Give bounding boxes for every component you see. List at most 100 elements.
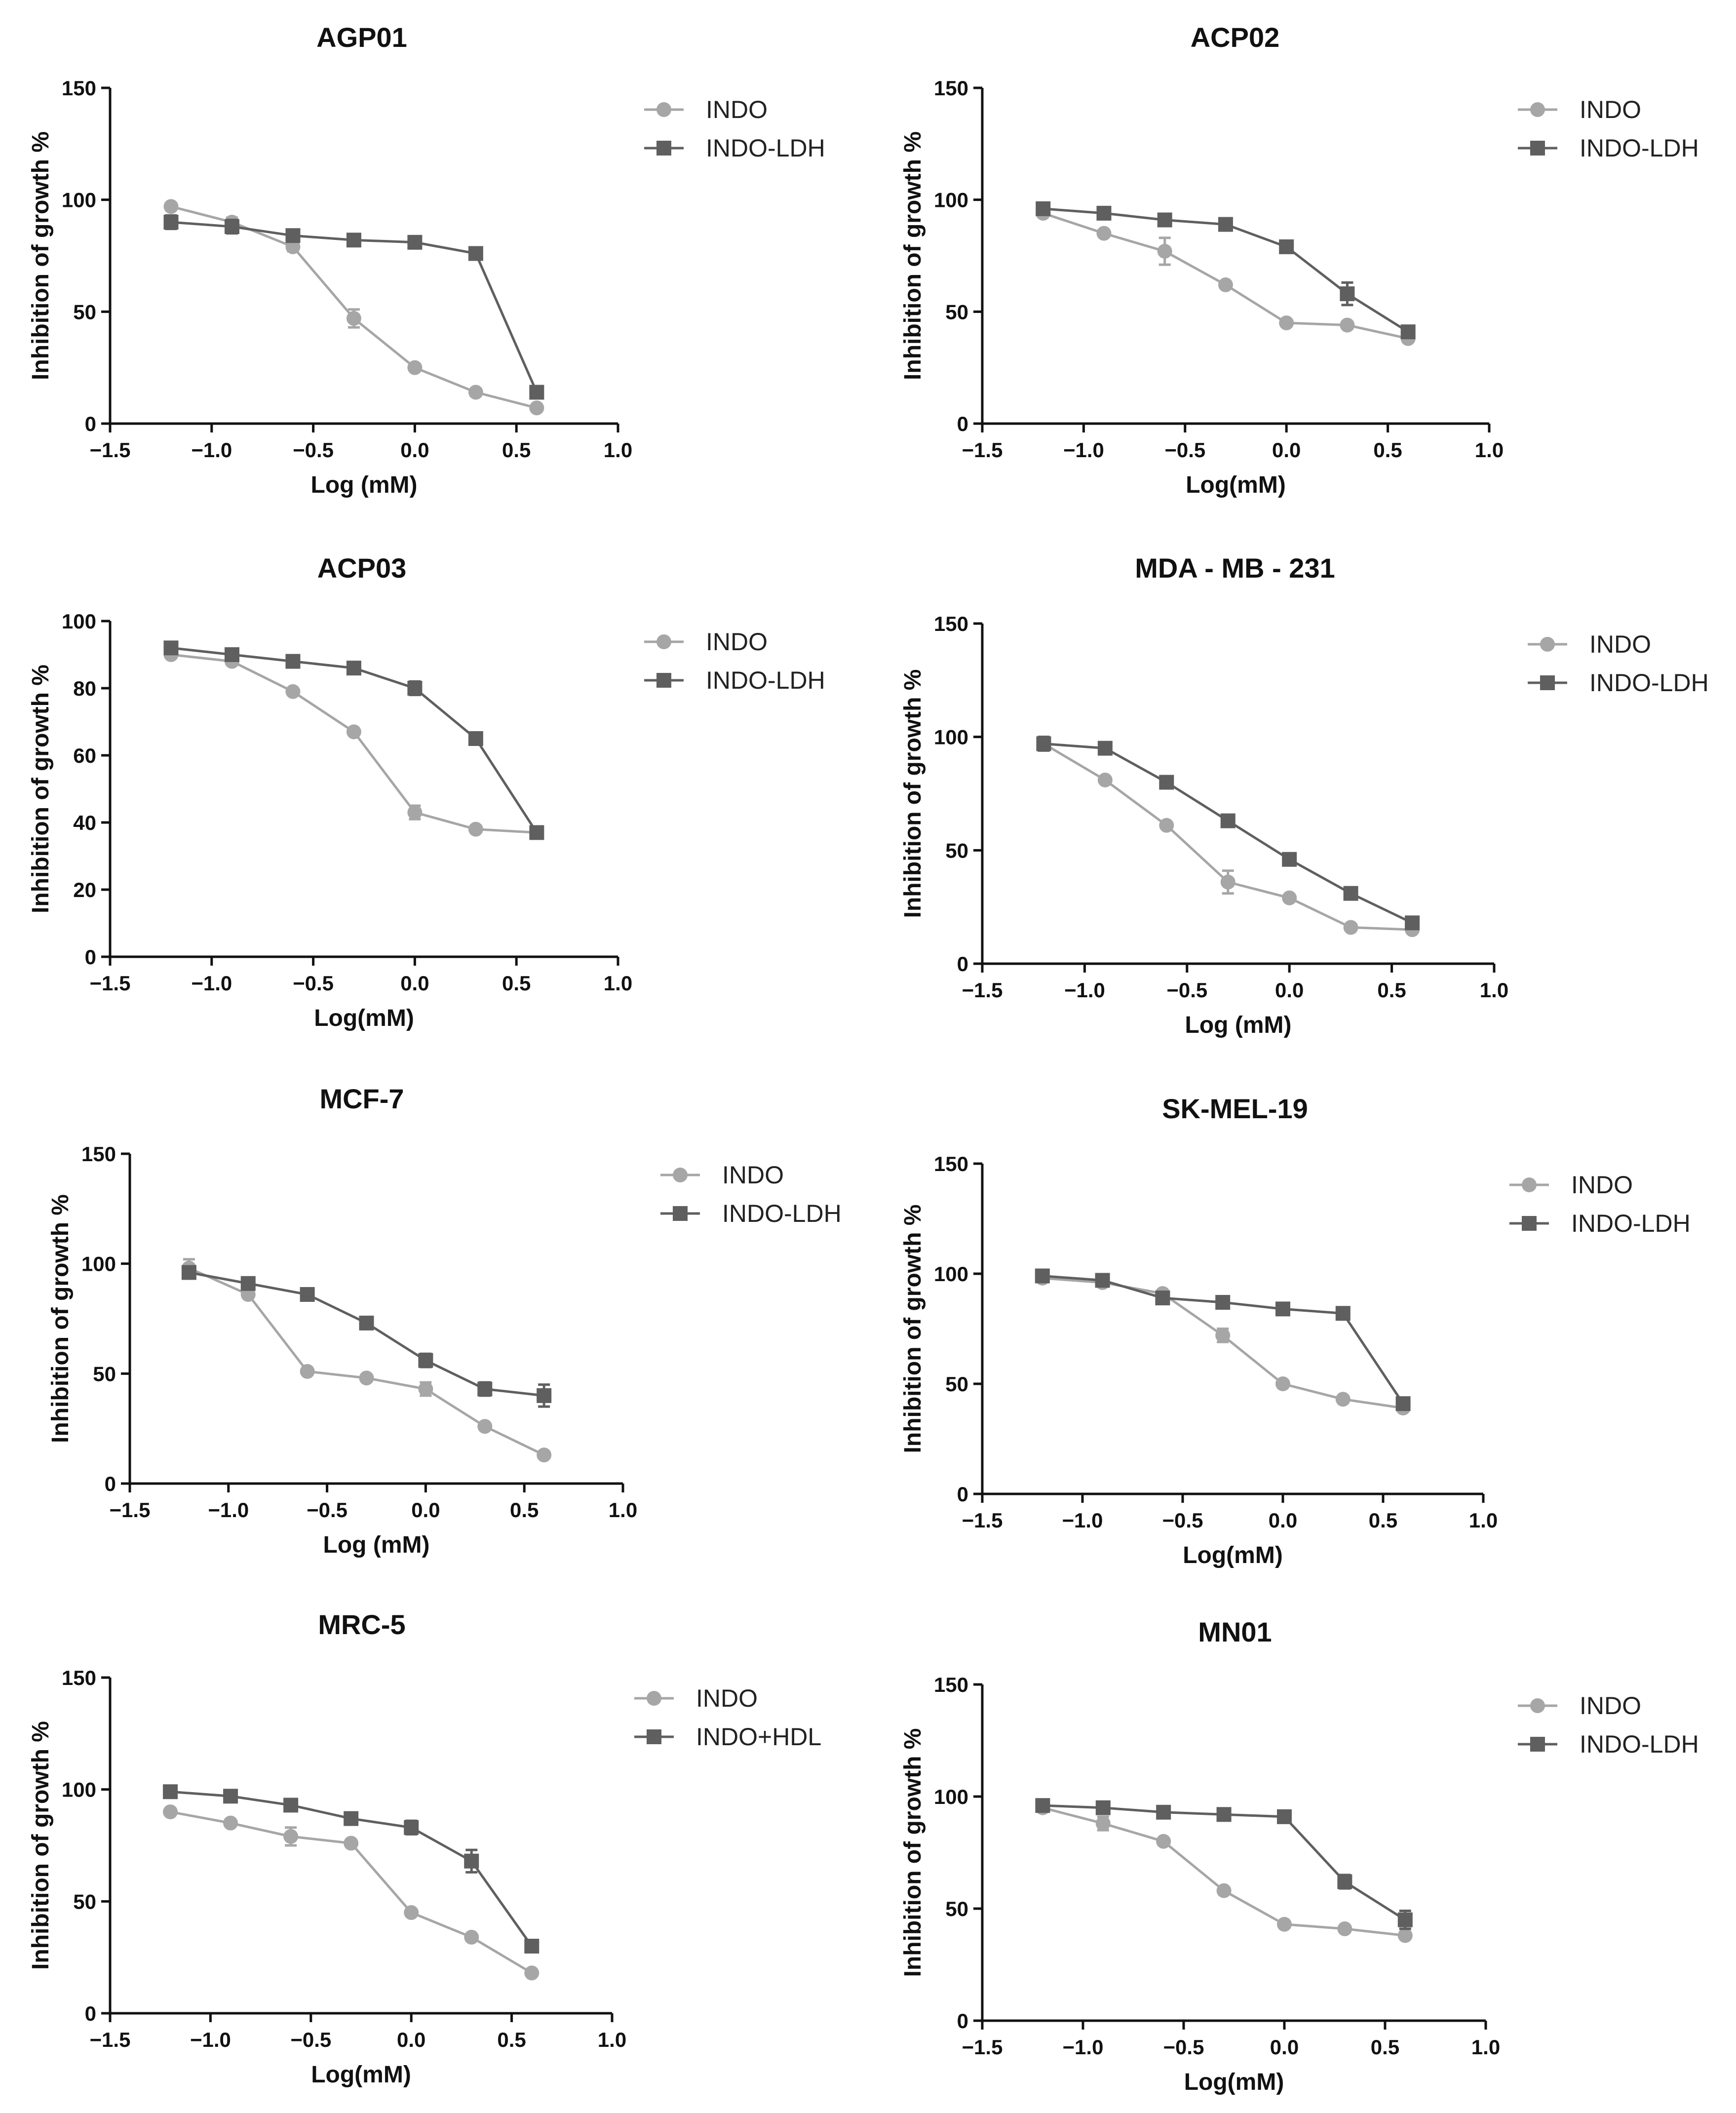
data-point xyxy=(537,1388,552,1403)
legend-marker xyxy=(1522,1216,1537,1231)
data-point xyxy=(1095,1273,1110,1288)
data-point xyxy=(163,215,179,230)
data-point xyxy=(1277,1809,1292,1824)
x-tick-label: −1.0 xyxy=(1064,978,1105,1002)
data-point xyxy=(1397,1912,1413,1927)
legend-label: INDO xyxy=(696,1684,758,1712)
data-point xyxy=(537,1448,552,1463)
legend-label: INDO xyxy=(1589,630,1651,658)
y-tick-label: 0 xyxy=(105,1472,116,1495)
y-tick-label: 150 xyxy=(934,1673,968,1696)
legend: INDO INDO-LDH xyxy=(1509,1171,1691,1237)
legend-label: INDO-LDH xyxy=(1580,1730,1699,1758)
legend-marker xyxy=(656,102,671,117)
x-axis-title: Log(mM) xyxy=(1184,2069,1284,2095)
data-point xyxy=(1157,243,1172,259)
legend-marker xyxy=(673,1206,688,1221)
x-tick-label: −1.0 xyxy=(191,438,232,462)
legend-marker xyxy=(656,141,671,156)
x-tick-label: −0.5 xyxy=(1163,2035,1204,2059)
y-axis-title: Inhibition of growth % xyxy=(900,131,926,380)
data-point xyxy=(1400,324,1416,340)
x-axis-title: Log (mM) xyxy=(1185,1012,1292,1038)
legend: INDO INDO-LDH xyxy=(644,628,825,694)
x-tick-label: −0.5 xyxy=(293,438,334,462)
data-point xyxy=(1036,736,1051,751)
data-point xyxy=(1220,813,1235,828)
series-indo xyxy=(181,1258,552,1463)
legend-label: INDO-LDH xyxy=(1571,1210,1691,1237)
data-point xyxy=(404,1820,419,1835)
y-tick-label: 60 xyxy=(73,744,96,767)
data-point xyxy=(1337,1921,1352,1936)
legend: INDO INDO-LDH xyxy=(1518,96,1699,162)
y-tick-label: 150 xyxy=(62,77,96,100)
data-point xyxy=(1216,1807,1232,1822)
chart-title: MDA - MB - 231 xyxy=(1135,552,1335,584)
data-point xyxy=(468,385,483,400)
data-point xyxy=(464,1853,479,1869)
x-tick-label: −1.5 xyxy=(90,2028,131,2051)
legend: INDO INDO+HDL xyxy=(634,1684,821,1751)
legend-label: INDO xyxy=(722,1161,784,1189)
legend-label: INDO xyxy=(1580,1692,1641,1720)
data-point xyxy=(1215,1328,1231,1343)
chart-title: MN01 xyxy=(1198,1616,1272,1647)
legend-label: INDO-LDH xyxy=(706,134,825,162)
x-tick-label: 0.5 xyxy=(497,2028,526,2051)
data-point xyxy=(418,1353,433,1368)
legend-label: INDO xyxy=(1580,96,1641,123)
x-tick-label: 0.0 xyxy=(1272,438,1301,462)
x-axis-title: Log (mM) xyxy=(323,1532,430,1558)
data-point xyxy=(1335,1392,1350,1407)
data-point xyxy=(163,1804,178,1819)
series-indo-ldh xyxy=(163,640,544,840)
data-point xyxy=(1097,741,1113,756)
y-tick-label: 100 xyxy=(62,610,96,633)
legend-label: INDO xyxy=(706,628,768,656)
x-tick-label: 0.5 xyxy=(510,1498,539,1522)
data-point xyxy=(346,661,361,676)
y-tick-label: 150 xyxy=(934,1152,968,1175)
data-point xyxy=(404,1905,419,1920)
y-tick-label: 100 xyxy=(934,1785,968,1808)
data-point xyxy=(1397,1928,1413,1943)
legend-marker xyxy=(1540,637,1555,652)
x-tick-label: 0.5 xyxy=(1373,438,1402,462)
series-indo-ldh xyxy=(1035,1798,1413,1930)
data-point xyxy=(1277,1917,1292,1932)
data-point xyxy=(1096,205,1112,221)
chart-title: MRC-5 xyxy=(318,1609,405,1640)
y-tick-label: 0 xyxy=(957,1483,968,1506)
chart-panel-7: MRC-5 0 50 100 150 −1.5 −1.0 −0.5 0.0 0.5 1.0 Log(m… xyxy=(28,1609,821,2088)
x-tick-label: 0.0 xyxy=(1275,978,1304,1002)
legend-marker xyxy=(647,1691,661,1706)
data-point xyxy=(407,235,423,250)
data-point xyxy=(468,731,483,746)
y-tick-label: 150 xyxy=(81,1142,116,1166)
legend-label: INDO-LDH xyxy=(1589,669,1709,697)
data-point xyxy=(1335,1306,1350,1321)
y-tick-label: 100 xyxy=(934,1262,968,1286)
data-point xyxy=(1343,886,1358,901)
data-point xyxy=(1156,1834,1171,1849)
y-tick-label: 150 xyxy=(62,1666,96,1689)
x-tick-label: 0.5 xyxy=(502,438,531,462)
data-point xyxy=(529,400,544,416)
data-point xyxy=(344,1811,359,1826)
data-point xyxy=(223,1815,238,1831)
data-point xyxy=(1096,226,1112,241)
data-point xyxy=(1395,1396,1411,1411)
data-point xyxy=(1155,1291,1170,1306)
x-tick-label: −1.5 xyxy=(110,1498,151,1522)
x-tick-label: −1.5 xyxy=(90,972,131,995)
y-tick-label: 0 xyxy=(957,952,968,976)
x-tick-label: 1.0 xyxy=(1471,2035,1500,2059)
data-point xyxy=(477,1419,493,1434)
y-axis-title: Inhibition of growth % xyxy=(900,669,926,918)
x-tick-label: 0.0 xyxy=(397,2028,425,2051)
data-point xyxy=(1035,1268,1050,1284)
data-point xyxy=(1275,1301,1290,1317)
data-point xyxy=(224,647,239,662)
